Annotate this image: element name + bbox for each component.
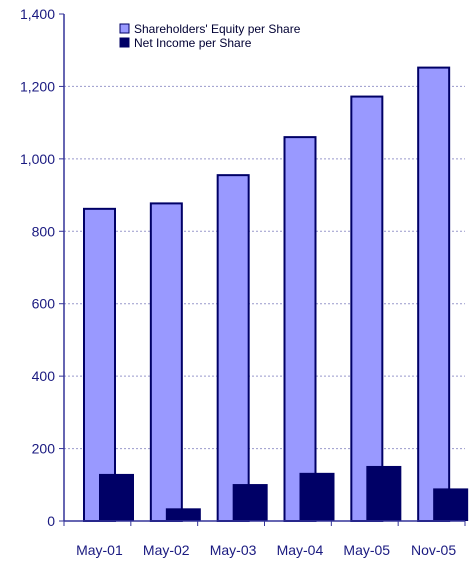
x-tick-label: May-03 [210, 542, 257, 558]
legend-label-net-income: Net Income per Share [134, 36, 252, 50]
x-tick-labels: May-01 May-02 May-03 May-04 May-05 Nov-05 [76, 542, 456, 558]
bar-equity-may-05 [350, 95, 384, 522]
bar-net-income-may-02 [165, 508, 201, 521]
y-tick-label: 200 [32, 441, 56, 457]
bar-net-income-nov-05 [433, 488, 469, 521]
y-tick-labels: 0 200 400 600 800 1,000 1,200 1,400 [20, 6, 55, 529]
y-tick-label: 1,400 [20, 6, 55, 22]
bars [83, 66, 469, 523]
legend-label-equity: Shareholders' Equity per Share [134, 22, 301, 36]
bar-net-income-may-03 [232, 484, 268, 521]
gridlines [64, 85, 465, 450]
x-tick-label: May-05 [343, 542, 390, 558]
x-tick-label: May-01 [76, 542, 123, 558]
y-tick-label: 400 [32, 368, 56, 384]
legend-swatch-equity [119, 23, 130, 34]
x-tick-label: May-04 [277, 542, 324, 558]
bar-equity-may-02 [149, 202, 183, 522]
bar-net-income-may-04 [299, 472, 335, 521]
y-tick-label: 800 [32, 223, 56, 239]
y-tick-label: 1,000 [20, 151, 55, 167]
bar-equity-nov-05 [417, 66, 451, 523]
bar-equity-may-01 [83, 207, 116, 522]
legend-swatch-net-income [119, 37, 130, 48]
y-tick-label: 600 [32, 296, 56, 312]
bar-net-income-may-05 [366, 465, 402, 521]
x-tick-label: May-02 [143, 542, 190, 558]
x-tick-label: Nov-05 [411, 542, 456, 558]
axes [59, 13, 466, 526]
y-tick-label: 1,200 [20, 78, 55, 94]
bar-net-income-may-01 [99, 473, 134, 521]
y-tick-label: 0 [47, 513, 55, 529]
bar-equity-may-03 [216, 174, 250, 522]
bar-equity-may-04 [283, 136, 317, 522]
